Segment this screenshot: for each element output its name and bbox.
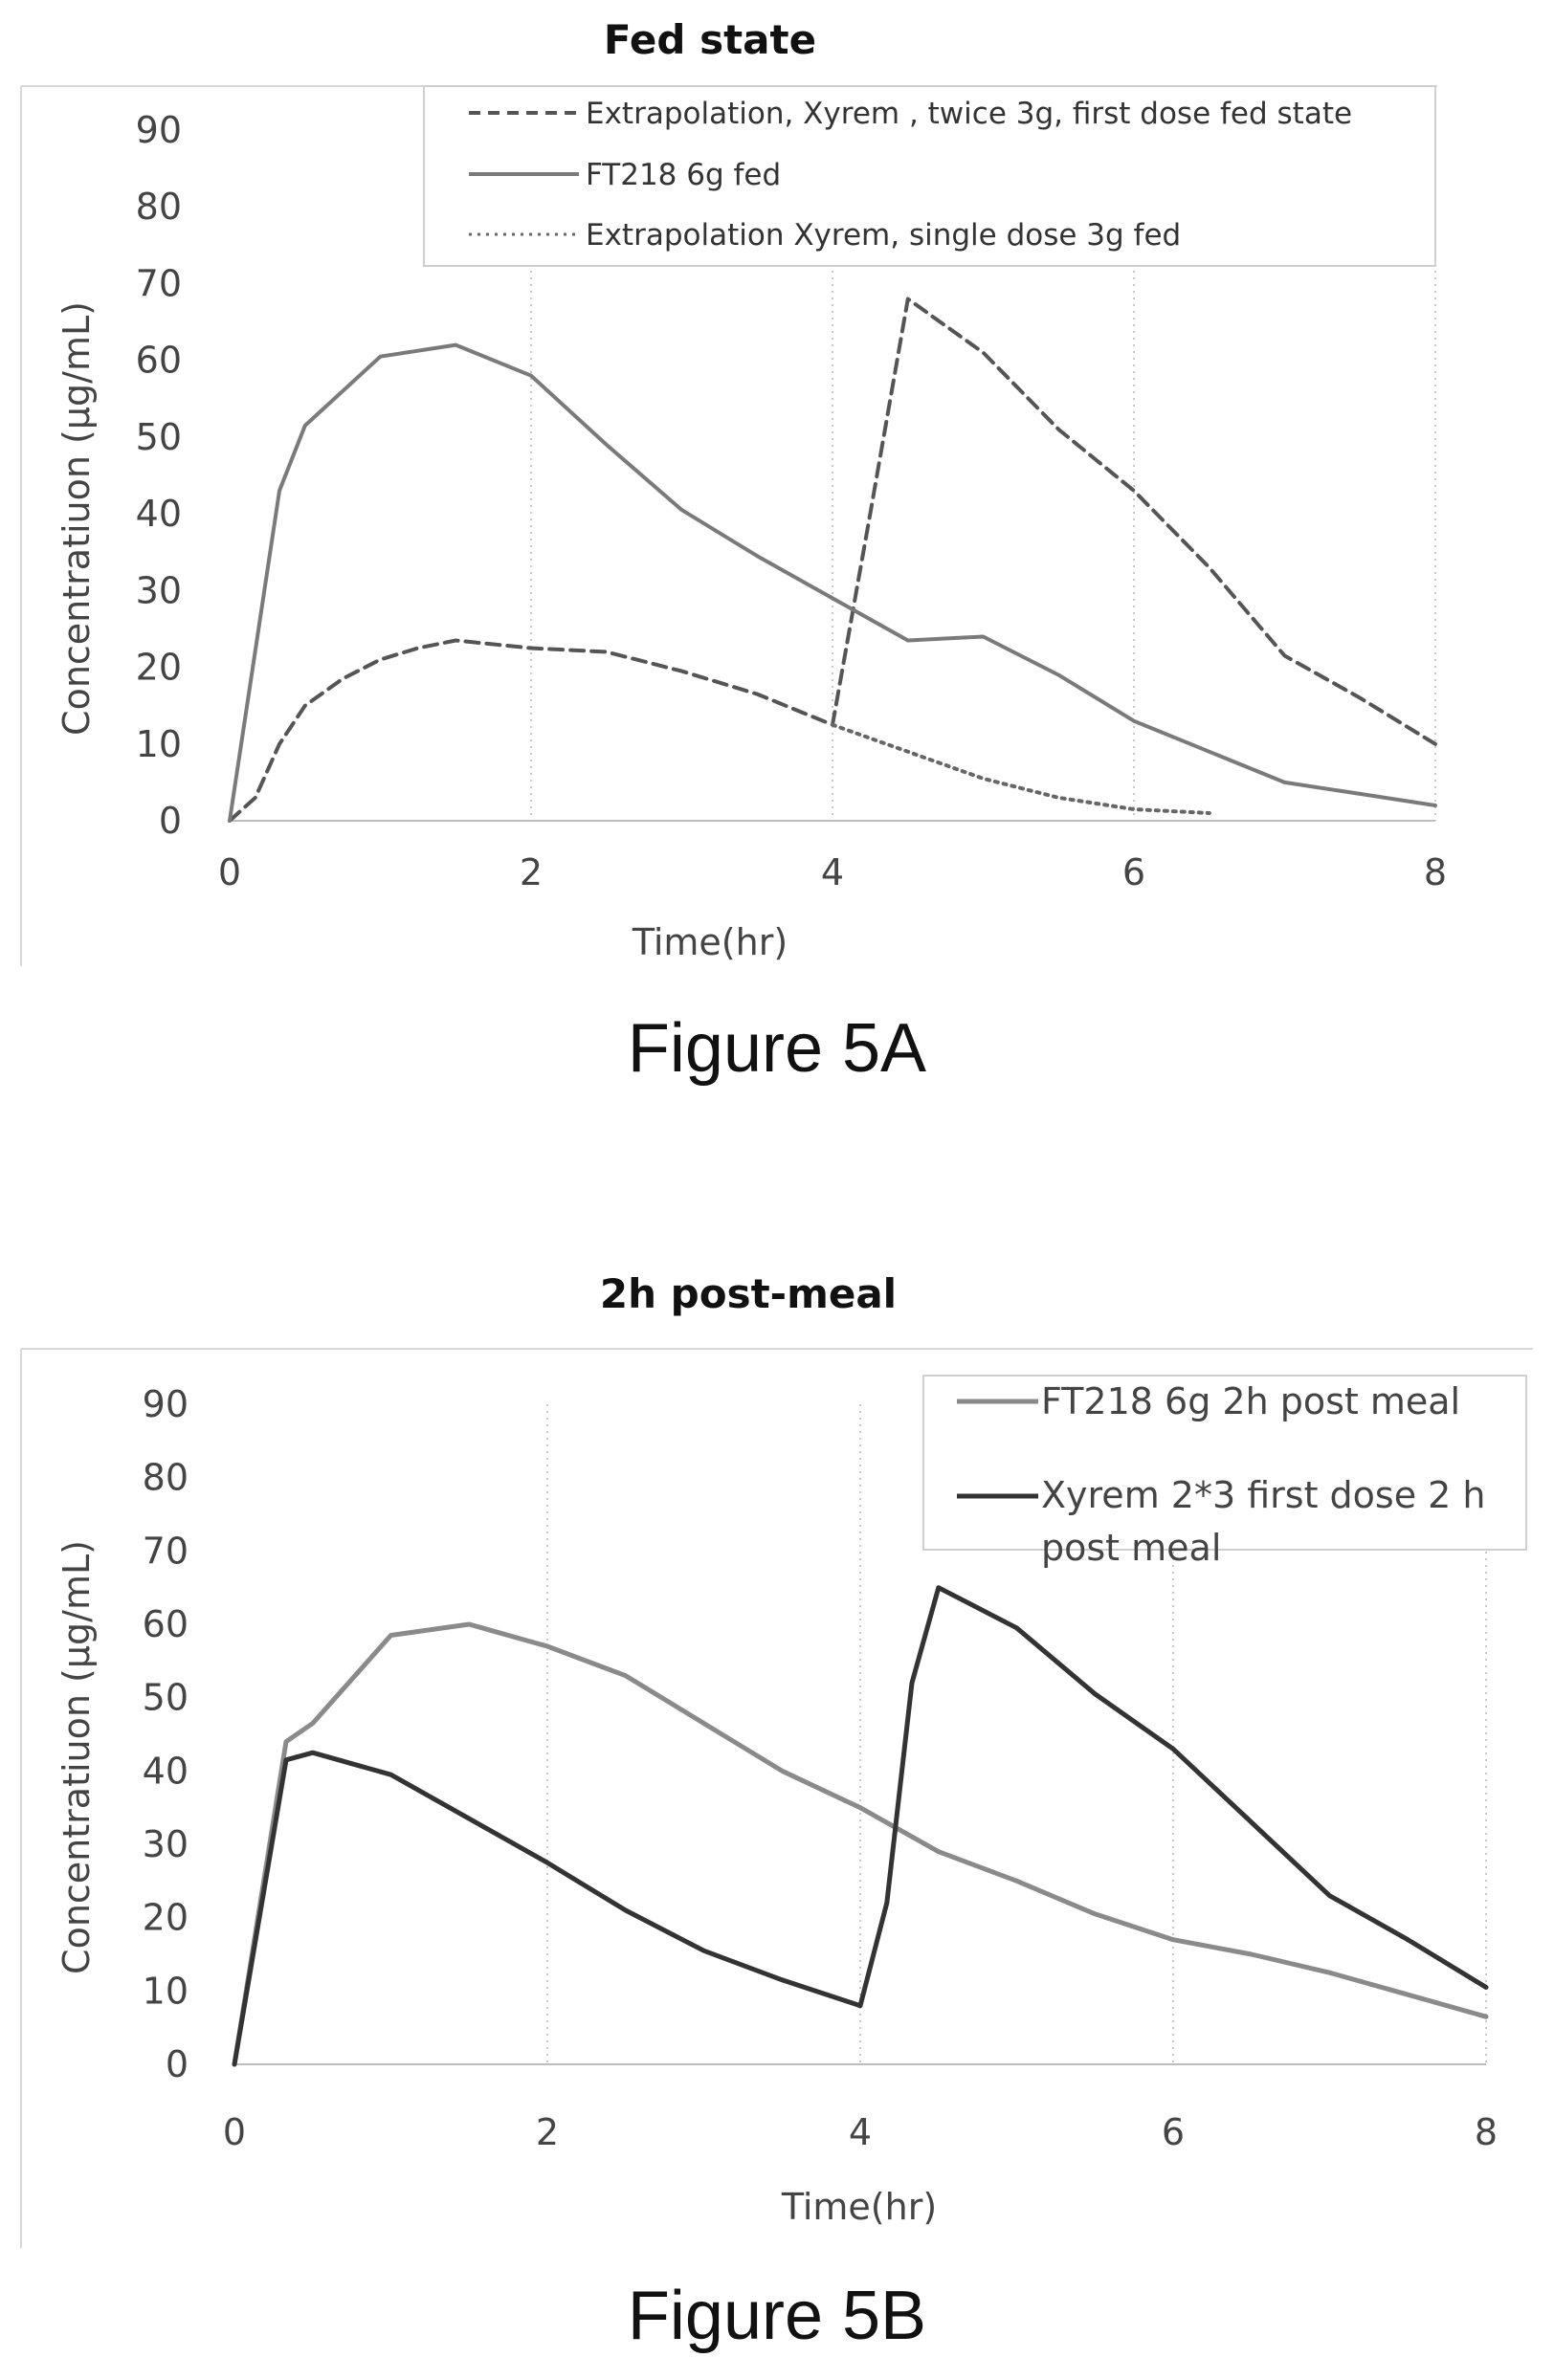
figure-caption: Figure 5B [627,2278,927,2354]
x-tick-label: 6 [1122,851,1145,893]
y-tick-label: 40 [143,1750,189,1792]
legend-label-series-1: FT218 6g 2h post meal [1041,1380,1460,1422]
x-tick-label: 8 [1475,2111,1498,2153]
x-tick-label: 4 [821,851,844,893]
y-tick-label: 80 [136,186,182,228]
x-tick-label: 2 [536,2111,559,2153]
y-tick-label: 90 [136,109,182,151]
legend-box [922,1375,1527,1551]
legend-label-series-3: Extrapolation Xyrem, single dose 3g fed [586,218,1181,253]
x-tick-label: 6 [1162,2111,1185,2153]
series-line-1 [228,297,1437,823]
y-tick-label: 20 [136,647,182,689]
series-line-3 [831,722,1211,815]
y-tick-label: 80 [143,1457,189,1499]
x-tick-label: 0 [223,2111,246,2153]
legend-label-series-1: Extrapolation, Xyrem , twice 3g, first d… [586,97,1352,131]
chart-legend: FT218 6g 2h post meal Xyrem 2*3 first do… [922,1375,1527,1569]
figure-caption: Figure 5A [627,1010,927,1087]
y-tick-label: 90 [143,1383,189,1425]
chart-title: Fed state [604,16,816,63]
y-tick-label: 0 [159,800,182,842]
y-tick-label: 10 [136,723,182,765]
series-line-1 [232,1621,1489,2067]
legend-label-series-2-line-2: post meal [1041,1527,1221,1569]
y-tick-label: 60 [136,340,182,382]
x-tick-label: 8 [1424,851,1447,893]
x-axis-label: Time(hr) [632,921,788,963]
figure-5b-panel: 2h post-meal FT218 6g 2h post meal Xyrem… [0,1244,1554,2380]
y-tick-label: 70 [136,262,182,304]
figure-5a-chart: Fed state Extrapolation, Xyrem , twice 3… [20,16,1447,966]
y-tick-label: 0 [166,2043,189,2085]
x-axis-label: Time(hr) [781,2186,937,2228]
legend-box [423,85,1436,267]
legend-label-series-2: FT218 6g fed [586,158,781,192]
chart-legend: Extrapolation, Xyrem , twice 3g, first d… [423,85,1436,267]
x-tick-label: 0 [218,851,241,893]
chart-title: 2h post-meal [600,1270,897,1317]
figure-5a-panel: Fed state Extrapolation, Xyrem , twice 3… [0,0,1554,1100]
y-axis-label: Concentratiuon (µg/mL) [56,1540,98,1974]
x-tick-label: 4 [849,2111,872,2153]
x-tick-label: 2 [520,851,543,893]
y-tick-label: 50 [143,1677,189,1719]
y-tick-label: 30 [136,569,182,611]
y-tick-label: 30 [143,1823,189,1865]
y-tick-label: 20 [143,1897,189,1939]
legend-label-series-2-line-1: Xyrem 2*3 first dose 2 h [1041,1474,1486,1516]
y-tick-label: 10 [143,1970,189,2012]
series-line-2 [228,342,1437,823]
y-tick-label: 40 [136,493,182,535]
series-line-2 [232,1585,1489,2067]
y-tick-label: 70 [143,1530,189,1572]
y-tick-label: 60 [143,1603,189,1645]
y-axis-label: Concentratiuon (µg/mL) [56,301,98,736]
figure-5b-chart: 2h post-meal FT218 6g 2h post meal Xyrem… [20,1270,1533,2248]
y-tick-label: 50 [136,416,182,458]
plot-area [20,1348,1533,2248]
